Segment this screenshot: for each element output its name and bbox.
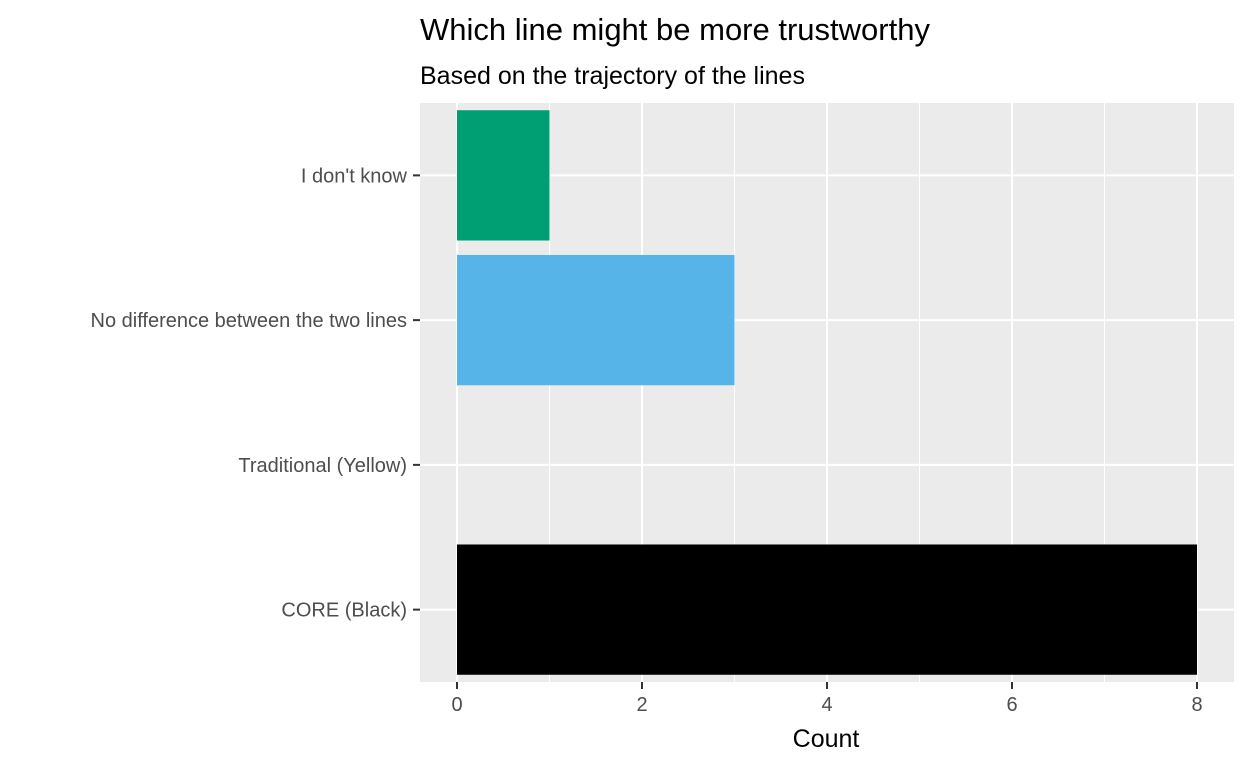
x-tick-label: 4 (821, 694, 832, 716)
x-tick-label: 0 (451, 694, 462, 716)
y-tick-label: Traditional (Yellow) (238, 455, 407, 477)
y-tick-label: I don't know (301, 165, 408, 187)
x-axis-title: Count (793, 725, 860, 753)
y-tick-label: No difference between the two lines (91, 310, 408, 332)
x-axis: 0 2 4 6 8 (451, 682, 1203, 716)
x-tick-label: 8 (1191, 694, 1202, 716)
y-axis: CORE (Black) Traditional (Yellow) No diffe… (91, 165, 420, 622)
x-tick-label: 6 (1006, 694, 1017, 716)
bar-0 (457, 544, 1197, 675)
x-tick-label: 2 (636, 694, 647, 716)
bars (457, 110, 1197, 675)
y-tick-label: CORE (Black) (281, 600, 407, 622)
bar-3 (457, 110, 550, 241)
chart-subtitle: Based on the trajectory of the lines (420, 62, 805, 90)
bar-2 (457, 254, 735, 386)
chart-title: Which line might be more trustworthy (420, 12, 930, 47)
